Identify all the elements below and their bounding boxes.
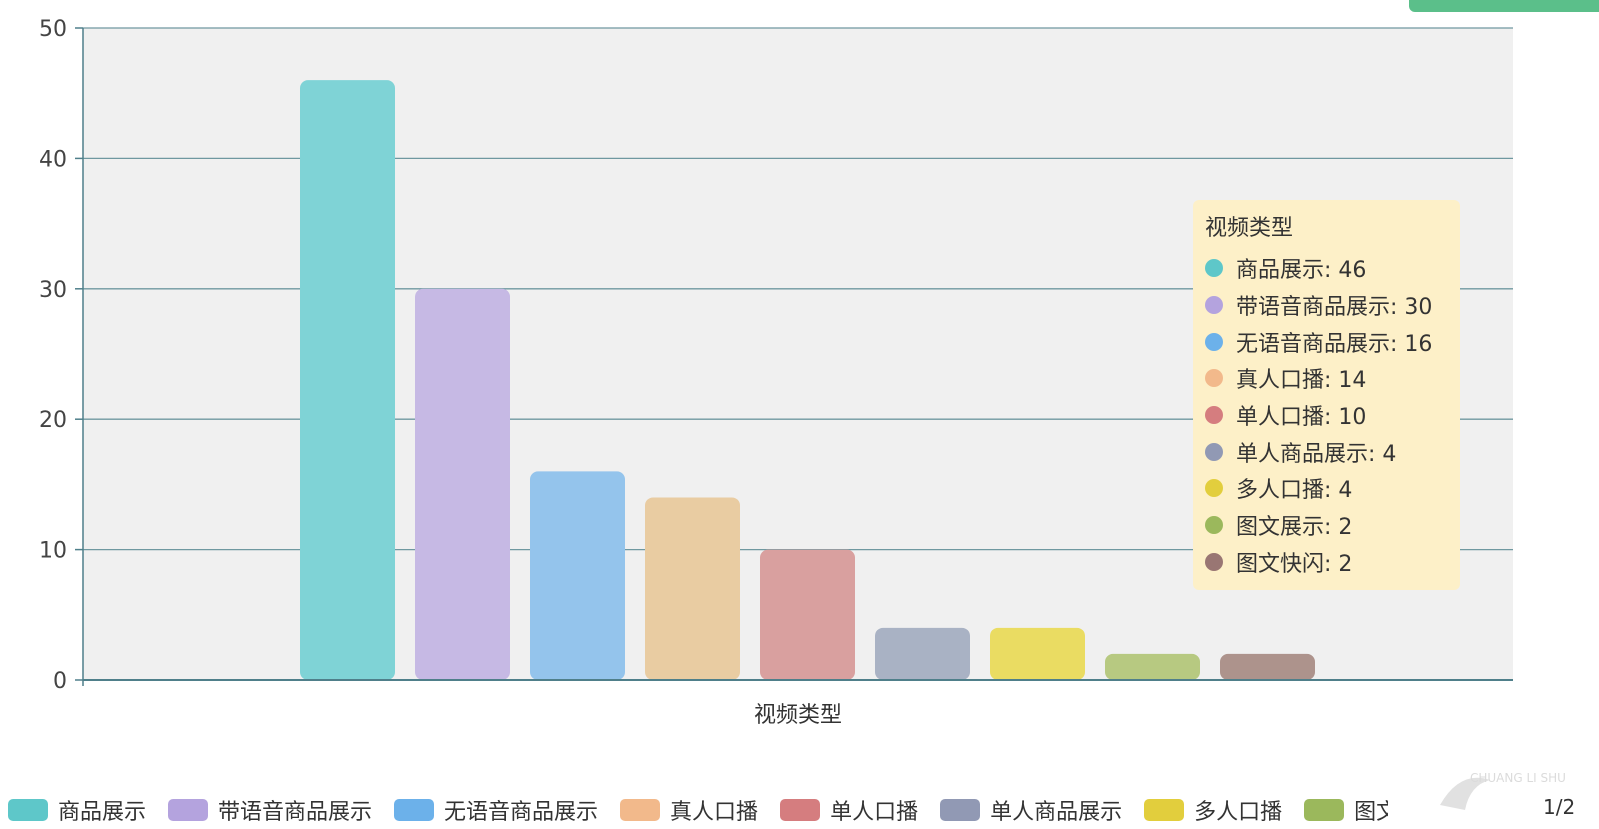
legend-swatch-icon <box>620 799 661 821</box>
legend-item[interactable]: 带语音商品展示 <box>168 795 372 825</box>
legend-page-indicator[interactable]: 1/2 <box>1543 795 1576 819</box>
legend-item[interactable]: 多人口播 <box>1144 795 1282 825</box>
legend-swatch-icon <box>940 799 981 821</box>
watermark-text: CHUANG LI SHU <box>1470 771 1566 785</box>
x-axis-label: 视频类型 <box>754 703 842 728</box>
tooltip-row: 多人口播: 4 <box>1205 470 1448 507</box>
y-tick-label: 50 <box>39 17 67 42</box>
legend-item[interactable]: 无语音商品展示 <box>394 795 598 825</box>
legend-swatch-icon <box>394 799 435 821</box>
series-dot-icon <box>1205 259 1223 278</box>
legend-label: 图文展 <box>1354 800 1388 825</box>
tooltip-row: 无语音商品展示: 16 <box>1205 323 1448 360</box>
tooltip-row: 图文展示: 2 <box>1205 507 1448 544</box>
legend-item[interactable]: 图文展 <box>1304 795 1388 825</box>
legend-label: 多人口播 <box>1194 800 1283 825</box>
tooltip-row-text: 单人商品展示: 4 <box>1236 441 1397 467</box>
y-tick-label: 10 <box>39 539 67 564</box>
series-dot-icon <box>1205 369 1223 388</box>
tooltip-row-text: 无语音商品展示: 16 <box>1236 331 1433 357</box>
tooltip-row: 真人口播: 14 <box>1205 360 1448 397</box>
top-accent-bar <box>1409 0 1599 12</box>
bar-8[interactable] <box>1105 653 1200 680</box>
tooltip-row-text: 带语音商品展示: 30 <box>1236 295 1433 321</box>
series-dot-icon <box>1205 516 1223 535</box>
bar-7[interactable] <box>990 627 1085 680</box>
axes <box>82 28 1513 686</box>
tooltip-title: 视频类型 <box>1205 216 1294 241</box>
bars <box>300 80 1315 680</box>
legend-swatch-icon <box>780 799 821 821</box>
y-tick-labels: 0 10 20 30 40 50 <box>39 17 83 694</box>
tooltip-row-text: 商品展示: 46 <box>1236 258 1367 284</box>
tooltip-row: 商品展示: 46 <box>1205 250 1448 287</box>
y-tick-label: 30 <box>39 278 67 303</box>
tooltip-row: 图文快闪: 2 <box>1205 544 1448 581</box>
legend-label: 单人口播 <box>830 800 919 825</box>
legend-swatch-icon <box>1144 799 1185 821</box>
series-dot-icon <box>1205 296 1223 315</box>
tooltip-row-text: 真人口播: 14 <box>1236 368 1367 394</box>
legend-item[interactable]: 单人商品展示 <box>940 795 1122 825</box>
tooltip-row-text: 图文快闪: 2 <box>1236 551 1353 577</box>
y-tick-label: 0 <box>53 669 67 694</box>
tooltip-rows: 商品展示: 46 带语音商品展示: 30 无语音商品展示: 16 真人口播: 14 单人… <box>1205 250 1448 580</box>
legend-label: 带语音商品展示 <box>218 800 373 825</box>
bar-2[interactable] <box>415 288 510 680</box>
legend-swatch-icon <box>8 799 48 821</box>
series-dot-icon <box>1205 442 1223 461</box>
tooltip: 视频类型 商品展示: 46 带语音商品展示: 30 无语音商品展示: 16 真人口播:… <box>1193 200 1460 590</box>
tooltip-row: 单人口播: 10 <box>1205 397 1448 434</box>
series-dot-icon <box>1205 479 1223 498</box>
legend-label: 无语音商品展示 <box>444 800 599 825</box>
legend-label: 商品展示 <box>58 800 147 825</box>
bar-3[interactable] <box>530 471 625 680</box>
tooltip-row: 单人商品展示: 4 <box>1205 433 1448 470</box>
legend-label: 真人口播 <box>670 800 759 825</box>
tooltip-row: 带语音商品展示: 30 <box>1205 287 1448 324</box>
legend: 商品展示 带语音商品展示 无语音商品展示 真人口播 单人口播 单人商品展示 多人口播 图文展 <box>8 795 1388 825</box>
bar-1[interactable] <box>300 80 395 680</box>
watermark-logo: CHUANG LI SHU <box>1440 771 1566 810</box>
tooltip-row-text: 单人口播: 10 <box>1236 405 1367 431</box>
legend-item[interactable]: 真人口播 <box>620 795 758 825</box>
legend-item[interactable]: 商品展示 <box>8 795 146 825</box>
bar-5[interactable] <box>760 549 855 680</box>
series-dot-icon <box>1205 552 1223 571</box>
y-tick-label: 20 <box>39 408 67 433</box>
bar-9[interactable] <box>1220 653 1315 680</box>
tooltip-row-text: 图文展示: 2 <box>1236 515 1353 541</box>
bar-4[interactable] <box>645 497 740 680</box>
y-tick-label: 40 <box>39 147 67 172</box>
bar-6[interactable] <box>875 627 970 680</box>
legend-label: 单人商品展示 <box>990 800 1123 825</box>
legend-swatch-icon <box>1304 799 1345 821</box>
legend-item[interactable]: 单人口播 <box>780 795 918 825</box>
series-dot-icon <box>1205 332 1223 351</box>
legend-swatch-icon <box>168 799 209 821</box>
tooltip-row-text: 多人口播: 4 <box>1236 478 1353 504</box>
series-dot-icon <box>1205 406 1223 425</box>
